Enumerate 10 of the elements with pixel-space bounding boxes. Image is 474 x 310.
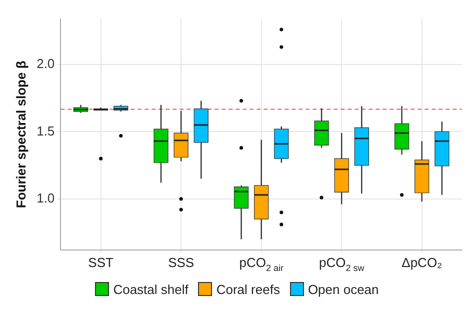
y-axis-title: Fourier spectral slope β — [13, 60, 28, 208]
x-tick-label: ΔpCO₂ — [402, 255, 442, 270]
legend-label: Coastal shelf — [113, 282, 188, 296]
legend-label: Open ocean — [308, 282, 379, 296]
x-tick-label: SSS — [168, 255, 194, 270]
legend-label: Coral reefs — [216, 282, 280, 296]
y-tick-label: 1.5 — [36, 123, 55, 138]
y-tick-label: 2.0 — [36, 56, 55, 72]
y-tick-label: 1.0 — [36, 190, 55, 206]
x-tick-label: SST — [88, 255, 114, 270]
